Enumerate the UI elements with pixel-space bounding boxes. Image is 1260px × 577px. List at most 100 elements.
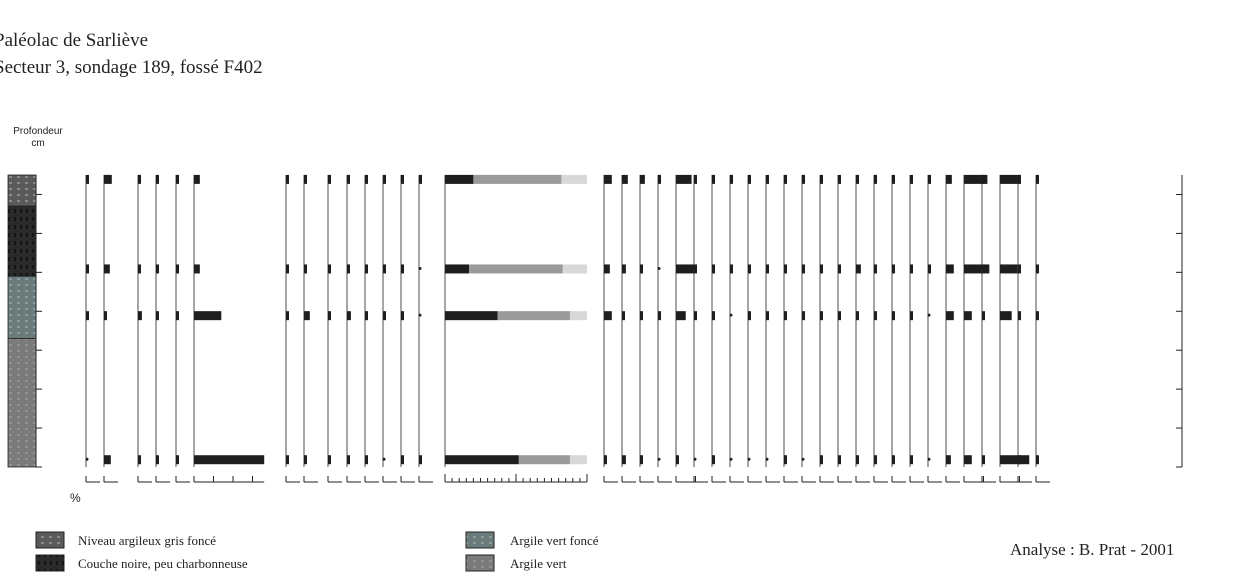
taxon-bar: [365, 264, 368, 274]
taxon-bar: [946, 264, 954, 274]
taxon-bar: [838, 264, 841, 274]
taxon-bar: [176, 264, 179, 274]
taxon-bar: [328, 264, 331, 274]
legend-label-couche-noire: Couche noire, peu charbonneuse: [78, 556, 248, 571]
summary-band-spores: [569, 311, 587, 321]
taxon-bar: [401, 264, 404, 274]
taxon-bar: [802, 264, 805, 274]
taxon-bar: [766, 174, 769, 184]
taxon-bar: [604, 264, 610, 274]
taxon-trace-dot: [657, 266, 661, 270]
analysis-credit: Analyse : B. Prat - 2001: [1010, 540, 1174, 559]
taxon-bar: [874, 174, 877, 184]
taxon-trace-dot: [418, 266, 422, 270]
taxon-bar: [748, 174, 751, 184]
taxon-bar: [712, 311, 715, 321]
taxon-bar: [820, 174, 823, 184]
taxon-curves: [85, 174, 1039, 467]
lithology-unit-1: [7, 205, 37, 277]
taxon-bar: [784, 174, 787, 184]
summary-band-ap: [445, 455, 519, 465]
taxon-bar: [419, 455, 422, 465]
taxon-bar: [138, 311, 142, 321]
taxon-bar: [1036, 311, 1039, 321]
taxon-bar: [856, 455, 859, 465]
taxon-trace-dot: [801, 457, 805, 461]
taxon-bar: [892, 174, 895, 184]
taxon-bar: [138, 455, 141, 465]
taxon-bar: [766, 311, 769, 321]
taxon-bar: [328, 174, 331, 184]
taxon-bar: [604, 455, 607, 465]
taxon-bar: [946, 311, 954, 321]
taxon-bar: [712, 455, 715, 465]
taxon-trace-dot: [765, 457, 769, 461]
summary-band-spores: [562, 264, 587, 274]
taxon-bar: [1018, 311, 1021, 321]
summary-band-spores: [561, 174, 587, 184]
taxon-trace-dot: [382, 457, 386, 461]
taxon-bar: [982, 455, 985, 465]
depth-axis-right: [1176, 175, 1183, 468]
taxon-bar: [383, 264, 386, 274]
chart-title-line1: Paléolac de Sarliève: [0, 30, 148, 51]
taxon-bar: [194, 311, 222, 321]
taxon-bar: [802, 174, 805, 184]
taxon-bar: [928, 174, 931, 184]
taxon-bar: [982, 264, 985, 274]
taxon-bar: [176, 455, 179, 465]
summary-band-nap: [497, 311, 570, 321]
taxon-bar: [401, 311, 404, 321]
taxon-bar: [676, 455, 679, 465]
taxon-bar: [304, 455, 307, 465]
taxon-bar: [910, 455, 913, 465]
summary-band-ap: [445, 174, 474, 184]
taxon-bar: [784, 455, 787, 465]
taxon-bar: [328, 455, 331, 465]
taxon-bar: [1018, 455, 1021, 465]
taxon-bar: [1000, 174, 1020, 184]
summary-band-nap: [469, 264, 563, 274]
lithology-unit-2: [7, 275, 37, 339]
taxon-trace-dot: [693, 457, 697, 461]
taxon-bar: [856, 311, 859, 321]
taxon-bar: [676, 311, 686, 321]
taxon-bar: [820, 264, 823, 274]
lithology-column: [7, 174, 37, 468]
taxon-bar: [194, 264, 200, 274]
percent-axis-label: %: [70, 491, 81, 505]
taxon-bar: [156, 174, 159, 184]
lithology-unit-0: [7, 174, 37, 207]
taxon-bar: [1000, 264, 1018, 274]
taxon-bar: [946, 174, 952, 184]
taxon-trace-dot: [927, 313, 931, 317]
taxon-bar: [820, 311, 823, 321]
taxon-bar: [910, 311, 913, 321]
taxon-bar: [419, 174, 422, 184]
taxon-bar: [964, 455, 972, 465]
taxon-trace-dot: [927, 457, 931, 461]
depth-axis-label: Profondeur: [13, 126, 63, 137]
taxon-bar: [156, 311, 159, 321]
legend-label-gris-fonce: Niveau argileux gris foncé: [78, 533, 216, 548]
legend-label-argile-vert: Argile vert: [510, 556, 567, 571]
taxon-bar: [694, 264, 697, 274]
taxon-bar: [1036, 264, 1039, 274]
taxon-bar: [964, 311, 972, 321]
taxon-bar: [982, 174, 985, 184]
taxon-bar: [856, 264, 861, 274]
taxon-bar: [622, 455, 626, 465]
taxon-bar: [1018, 264, 1021, 274]
taxon-bar: [138, 264, 141, 274]
taxon-bar: [622, 264, 626, 274]
taxon-bar: [838, 311, 841, 321]
taxon-bar: [982, 311, 985, 321]
taxon-bar: [838, 174, 841, 184]
taxon-bar: [658, 174, 661, 184]
taxon-bar: [874, 264, 877, 274]
taxon-bar: [86, 264, 89, 274]
taxon-bar: [676, 264, 696, 274]
taxon-bar: [286, 264, 289, 274]
chart-title-line2: Secteur 3, sondage 189, fossé F402: [0, 57, 263, 78]
